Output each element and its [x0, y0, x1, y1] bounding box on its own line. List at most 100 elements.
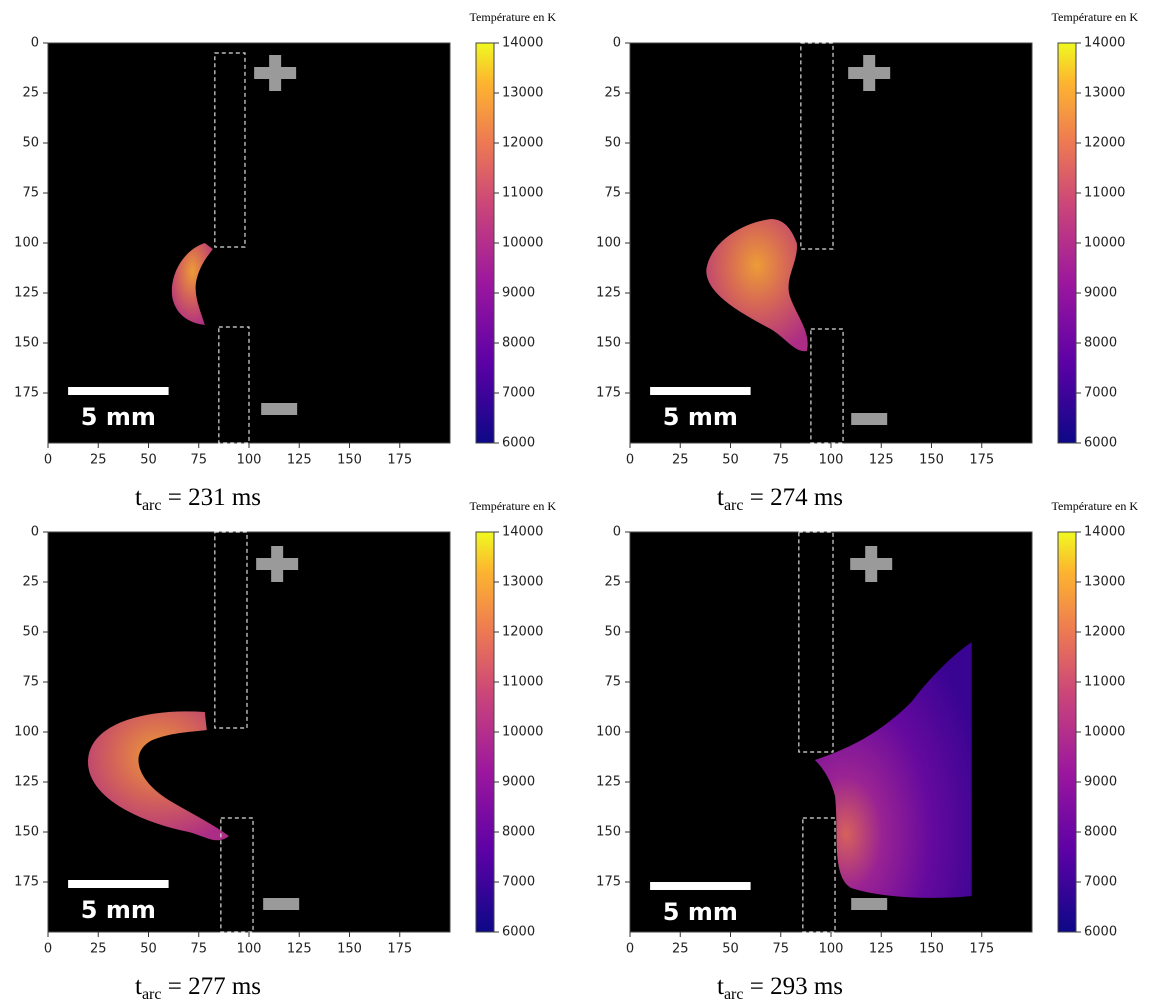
x-tick-label: 175 — [969, 453, 994, 468]
y-tick-label: 25 — [604, 86, 621, 101]
colorbar-tick-label: 13000 — [1084, 575, 1125, 590]
colorbar-tick-label: 8000 — [502, 825, 535, 840]
y-tick-label: 25 — [604, 575, 621, 590]
y-tick-label: 175 — [596, 875, 621, 890]
x-tick-label: 150 — [337, 942, 362, 957]
colorbar-tick-label: 13000 — [502, 575, 543, 590]
y-tick-label: 25 — [22, 86, 39, 101]
x-tick-label: 125 — [869, 453, 894, 468]
colorbar-tick-label: 6000 — [502, 925, 535, 940]
y-tick-label: 125 — [596, 775, 621, 790]
colorbar-tick-label: 9000 — [1084, 286, 1117, 301]
x-tick-label: 0 — [626, 942, 634, 957]
colorbar-tick-label: 11000 — [1084, 186, 1125, 201]
caption: tarc = 231 ms — [135, 484, 261, 514]
scale-bar — [650, 387, 751, 395]
colorbar-tick-label: 8000 — [502, 336, 535, 351]
caption-subscript: arc — [142, 986, 162, 999]
colorbar-tick-label: 14000 — [502, 525, 543, 540]
x-tick-label: 100 — [237, 942, 262, 957]
x-tick-label: 150 — [919, 453, 944, 468]
caption-symbol: t — [717, 484, 724, 511]
colorbar-tick-label: 12000 — [1084, 625, 1125, 640]
y-tick-label: 100 — [596, 725, 621, 740]
y-tick-label: 0 — [613, 36, 621, 51]
scale-bar-label: 5 mm — [81, 403, 156, 431]
x-tick-label: 75 — [190, 453, 207, 468]
colorbar-tick-label: 14000 — [1084, 36, 1125, 51]
x-tick-label: 25 — [672, 453, 689, 468]
x-tick-label: 125 — [869, 942, 894, 957]
colorbar-label: Température en K — [1052, 499, 1139, 513]
scale-bar — [68, 387, 169, 395]
y-tick-label: 75 — [22, 675, 39, 690]
electrode-outline — [802, 817, 836, 933]
plus-icon — [865, 546, 878, 582]
caption-value: = 231 ms — [161, 484, 261, 511]
x-tick-label: 50 — [140, 453, 157, 468]
colorbar — [475, 42, 495, 444]
minus-icon — [851, 413, 888, 425]
y-tick-label: 0 — [613, 525, 621, 540]
caption-subscript: arc — [142, 497, 162, 514]
y-tick-label: 50 — [604, 136, 621, 151]
x-tick-label: 50 — [722, 942, 739, 957]
colorbar-label: Température en K — [1052, 10, 1139, 24]
colorbar-tick-label: 11000 — [502, 186, 543, 201]
colorbar — [475, 531, 495, 933]
caption-symbol: t — [717, 973, 724, 999]
x-tick-label: 125 — [287, 942, 312, 957]
plasma-plume — [814, 642, 972, 898]
plasma-plume — [706, 219, 808, 352]
panel: 5 mm 0 25 50 75 100 125 150 175 0 25 50 75 100 125 150 1… — [14, 10, 556, 514]
caption-symbol: t — [135, 484, 142, 511]
y-tick-label: 150 — [596, 336, 621, 351]
colorbar-label: Température en K — [470, 10, 557, 24]
colorbar-tick-label: 9000 — [502, 775, 535, 790]
colorbar-tick-label: 6000 — [502, 436, 535, 451]
y-tick-label: 0 — [31, 36, 39, 51]
y-tick-label: 50 — [604, 625, 621, 640]
y-tick-label: 50 — [22, 136, 39, 151]
caption-symbol: t — [135, 973, 142, 999]
electrode-outline — [214, 531, 248, 729]
electrode-outline — [220, 817, 254, 933]
colorbar-tick-label: 10000 — [1084, 236, 1125, 251]
plus-icon — [271, 546, 284, 582]
x-tick-label: 50 — [722, 453, 739, 468]
minus-icon — [261, 403, 298, 415]
y-tick-label: 75 — [604, 186, 621, 201]
panel: 5 mm 0 25 50 75 100 125 150 175 0 25 50 75 100 125 150 1… — [14, 499, 556, 999]
y-tick-label: 100 — [596, 236, 621, 251]
panel: 5 mm 0 25 50 75 100 125 150 175 0 25 50 75 100 125 150 1… — [596, 499, 1138, 999]
colorbar-tick-label: 8000 — [1084, 825, 1117, 840]
x-tick-label: 25 — [90, 453, 107, 468]
y-tick-label: 25 — [22, 575, 39, 590]
colorbar-tick-label: 8000 — [1084, 336, 1117, 351]
plus-icon — [269, 55, 282, 91]
x-tick-label: 175 — [969, 942, 994, 957]
electrode-outline — [810, 328, 844, 444]
panel: 5 mm 0 25 50 75 100 125 150 175 0 25 50 75 100 125 150 1… — [596, 10, 1138, 514]
minus-icon — [851, 898, 888, 910]
colorbar-tick-label: 6000 — [1084, 436, 1117, 451]
y-tick-label: 150 — [14, 825, 39, 840]
colorbar-label: Température en K — [470, 499, 557, 513]
x-tick-label: 100 — [819, 453, 844, 468]
x-tick-label: 175 — [387, 453, 412, 468]
scale-bar-label: 5 mm — [663, 403, 738, 431]
x-tick-label: 25 — [90, 942, 107, 957]
scale-bar-label: 5 mm — [81, 896, 156, 924]
x-tick-label: 0 — [626, 453, 634, 468]
y-tick-label: 175 — [596, 386, 621, 401]
x-tick-label: 50 — [140, 942, 157, 957]
y-tick-label: 150 — [14, 336, 39, 351]
y-tick-label: 50 — [22, 625, 39, 640]
colorbar-tick-label: 7000 — [502, 875, 535, 890]
y-tick-label: 75 — [604, 675, 621, 690]
y-tick-label: 100 — [14, 236, 39, 251]
colorbar — [1057, 42, 1077, 444]
colorbar-tick-label: 12000 — [502, 625, 543, 640]
electrode-outline — [800, 42, 834, 250]
